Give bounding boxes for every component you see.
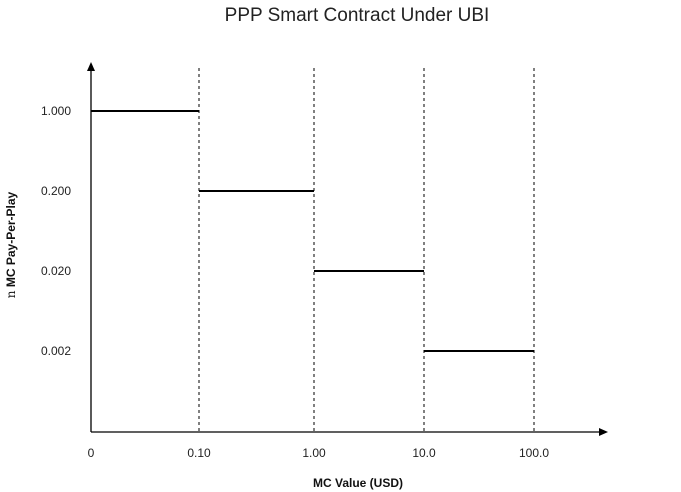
x-tick-label: 0 — [88, 446, 95, 460]
x-tick-label: 10.0 — [412, 446, 436, 460]
chart-title: PPP Smart Contract Under UBI — [225, 5, 490, 26]
x-axis-label: MC Value (USD) — [313, 476, 403, 490]
y-tick-label: 0.020 — [41, 264, 71, 278]
y-axis-arrow — [87, 62, 95, 71]
y-tick-label: 0.002 — [41, 344, 71, 358]
y-tick-label: 1.000 — [41, 104, 71, 118]
x-tick-label: 1.00 — [302, 446, 326, 460]
y-axis-label-prefix: n — [4, 290, 18, 298]
x-axis-arrow — [599, 428, 608, 436]
plot-area: 0 0.10 1.00 10.0 100.0 1.000 0.200 0.020 0.002 — [41, 62, 608, 460]
y-axis-label-text: MC Pay-Per-Play — [4, 191, 18, 287]
y-axis-label: n MC Pay-Per-Play — [4, 191, 18, 298]
x-tick-label: 0.10 — [187, 446, 211, 460]
x-tick-label: 100.0 — [519, 446, 549, 460]
y-tick-label: 0.200 — [41, 184, 71, 198]
